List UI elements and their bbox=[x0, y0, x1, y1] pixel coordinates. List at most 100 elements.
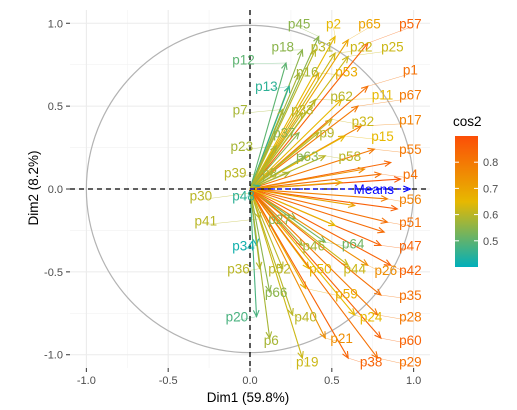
variable-arrow-p54 bbox=[249, 181, 342, 190]
arrow-head-p54 bbox=[334, 179, 343, 187]
label-leader-p20 bbox=[236, 316, 257, 321]
label-leader-p26 bbox=[367, 265, 386, 275]
arrow-head-p37 bbox=[292, 131, 300, 140]
label-leader-p28 bbox=[377, 314, 411, 321]
legend-tick-label: 0.8 bbox=[483, 157, 498, 169]
arrow-head-p62 bbox=[309, 98, 317, 107]
variable-arrow-p49 bbox=[249, 188, 355, 207]
y-axis-title: Dim2 (8.2%) bbox=[26, 150, 41, 225]
arrow-head-p22 bbox=[328, 51, 336, 61]
arrow-head-p63 bbox=[298, 155, 307, 162]
arrow-head-p60 bbox=[374, 331, 382, 340]
variable-arrow-p43 bbox=[249, 168, 365, 190]
variable-arrow-p42 bbox=[249, 188, 391, 266]
arrow-head-p58 bbox=[318, 155, 327, 162]
variable-label-p23: p23 bbox=[231, 139, 254, 154]
means-arrow-head bbox=[403, 185, 412, 193]
arrow-head-p17 bbox=[354, 125, 363, 132]
arrow-head-p42 bbox=[383, 259, 392, 266]
x-tick-label: 0.5 bbox=[324, 375, 339, 387]
variable-label-p44: p44 bbox=[343, 262, 366, 277]
label-leader-p52 bbox=[279, 268, 283, 273]
variable-label-p38: p38 bbox=[360, 354, 383, 369]
variable-label-p20: p20 bbox=[226, 310, 249, 325]
label-leader-p67 bbox=[357, 98, 411, 107]
variable-arrow-p31 bbox=[249, 49, 316, 190]
variable-label-p66: p66 bbox=[265, 285, 288, 300]
label-leader-p11 bbox=[341, 98, 383, 100]
arrow-head-p19 bbox=[297, 351, 304, 360]
arrow-head-p39 bbox=[265, 171, 275, 179]
label-leader-lines bbox=[200, 27, 411, 366]
variable-arrow-p20 bbox=[249, 188, 258, 317]
label-leader-p64 bbox=[325, 241, 354, 248]
label-leader-p4 bbox=[380, 173, 411, 179]
x-tick-label: 0.0 bbox=[242, 375, 257, 387]
variable-arrow-p29 bbox=[249, 188, 379, 359]
variable-label-p24: p24 bbox=[360, 310, 383, 325]
variable-label-p32: p32 bbox=[352, 114, 375, 129]
arrow-head-p50 bbox=[302, 261, 310, 270]
arrow-head-p3 bbox=[390, 204, 399, 212]
label-leader-p19 bbox=[302, 357, 308, 366]
variable-arrow-p35 bbox=[249, 188, 382, 296]
label-leader-p16 bbox=[299, 72, 308, 76]
variable-label-p63: p63 bbox=[296, 149, 319, 164]
variable-label-p65: p65 bbox=[358, 16, 381, 31]
variable-arrows bbox=[249, 35, 402, 360]
variable-label-p28: p28 bbox=[399, 310, 422, 325]
variable-label-p6: p6 bbox=[264, 333, 279, 348]
means-label: Means bbox=[353, 182, 394, 197]
variable-arrow-p21 bbox=[249, 188, 326, 339]
variable-label-p7: p7 bbox=[233, 102, 248, 117]
label-leader-p32 bbox=[331, 119, 363, 126]
variable-arrow-p11 bbox=[249, 99, 343, 190]
variable-label-p35: p35 bbox=[399, 288, 422, 303]
variable-label-p41: p41 bbox=[195, 213, 218, 228]
arrow-head-p11 bbox=[334, 98, 343, 107]
variable-label-p18: p18 bbox=[271, 39, 294, 54]
variable-label-p33: p33 bbox=[291, 102, 314, 117]
label-leader-p58 bbox=[325, 155, 350, 161]
variable-arrow-p64 bbox=[249, 188, 326, 243]
arrow-head-p49 bbox=[347, 201, 357, 208]
variable-label-p17: p17 bbox=[399, 112, 422, 127]
arrow-head-p40 bbox=[287, 307, 294, 317]
variable-label-p31: p31 bbox=[311, 39, 334, 54]
variable-arrow-p6 bbox=[249, 188, 271, 339]
variable-label-p26: p26 bbox=[375, 263, 398, 278]
arrow-head-p56 bbox=[380, 195, 389, 202]
arrow-head-p38 bbox=[342, 351, 349, 360]
y-tick-label: 0.5 bbox=[48, 101, 63, 113]
variable-arrow-p38 bbox=[249, 188, 349, 359]
legend-tick-label: 0.6 bbox=[483, 210, 498, 222]
arrow-head-p64 bbox=[318, 235, 327, 243]
variable-arrow-p23 bbox=[249, 145, 277, 190]
arrow-head-p26 bbox=[360, 259, 369, 266]
arrow-head-p36 bbox=[255, 261, 263, 270]
variable-label-p53: p53 bbox=[335, 64, 358, 79]
variable-label-p39: p39 bbox=[224, 165, 247, 180]
arrow-head-p23 bbox=[270, 144, 277, 153]
variable-label-p16: p16 bbox=[296, 64, 319, 79]
arrow-head-p5 bbox=[383, 160, 393, 167]
variable-label-p27: p27 bbox=[268, 212, 291, 227]
label-leader-p44 bbox=[347, 265, 355, 273]
variable-arrow-p55 bbox=[249, 148, 375, 190]
variable-label-p64: p64 bbox=[342, 237, 365, 252]
variable-arrow-p28 bbox=[249, 188, 379, 316]
arrow-head-p1 bbox=[360, 85, 369, 93]
arrow-head-p47 bbox=[373, 239, 383, 246]
label-leader-p2 bbox=[333, 27, 336, 37]
variable-label-p4: p4 bbox=[403, 167, 419, 182]
y-tick-label: -1.0 bbox=[44, 350, 63, 362]
arrow-head-p43 bbox=[357, 166, 366, 174]
arrow-head-p51 bbox=[380, 217, 389, 224]
variable-label-p2: p2 bbox=[326, 16, 341, 31]
arrow-head-p20 bbox=[252, 309, 260, 318]
variable-label-p67: p67 bbox=[399, 88, 422, 103]
variable-label-p46: p46 bbox=[303, 238, 326, 253]
variable-arrow-p2 bbox=[249, 36, 336, 190]
arrow-head-p18 bbox=[297, 48, 304, 57]
label-leader-p47 bbox=[380, 245, 411, 250]
